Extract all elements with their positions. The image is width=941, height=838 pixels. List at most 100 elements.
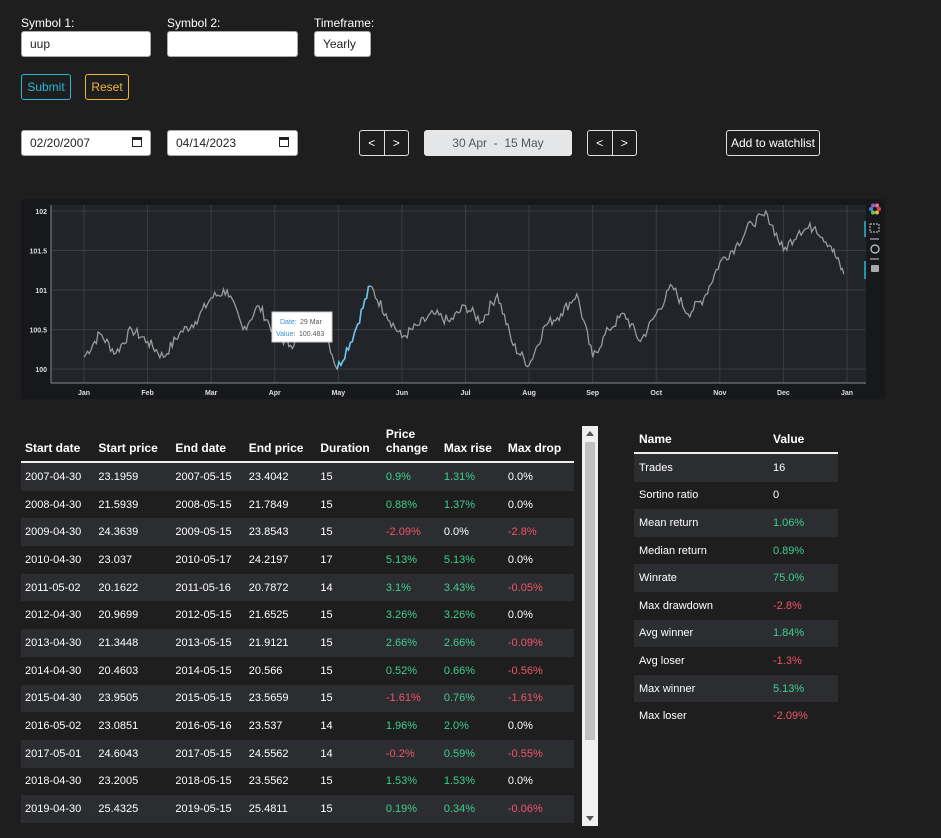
start-date-input[interactable]: 02/20/2007 <box>21 130 151 156</box>
table-cell: 21.7849 <box>244 490 317 519</box>
stat-name: Winrate <box>634 564 768 592</box>
table-cell: 21.9121 <box>244 629 317 657</box>
range-display: 30 Apr - 15 May <box>424 130 572 156</box>
table-row: 2010-04-30 23.037 2010-05-17 24.2197 17 5.13%… <box>21 546 574 574</box>
range-start-next-button[interactable]: > <box>383 131 409 155</box>
table-cell: 2018-05-15 <box>171 767 245 796</box>
price-chart[interactable]: 100 100.5 101 101.5 102 Jan Feb Mar Apr May Jun Jul… <box>21 199 885 399</box>
bokeh-logo-icon <box>875 210 879 215</box>
table-cell: 2.0% <box>439 712 504 740</box>
trades-header-cell[interactable]: Duration <box>316 426 382 463</box>
table-row: 2015-04-30 23.9505 2015-05-15 23.5659 15 -1.6… <box>21 684 574 713</box>
timeframe-select[interactable]: Yearly <box>314 31 371 57</box>
x-tick-label: Aug <box>522 390 536 397</box>
table-cell: 2016-05-02 <box>21 712 95 740</box>
x-tick-label: Apr <box>269 390 281 397</box>
stats-row: Sortino ratio 0 <box>634 481 838 510</box>
stat-value: 5.13% <box>768 674 838 703</box>
highlighted-line <box>336 285 371 370</box>
symbol1-input[interactable]: uup <box>21 31 151 57</box>
scroll-up-icon[interactable] <box>586 431 594 436</box>
scroll-thumb[interactable] <box>585 442 595 740</box>
table-cell: -0.09% <box>503 629 574 657</box>
reset-button[interactable]: Reset <box>85 74 129 100</box>
table-row: 2013-04-30 21.3448 2013-05-15 21.9121 15 2.66… <box>21 629 574 657</box>
trades-header-cell[interactable]: Max rise <box>439 426 504 463</box>
y-tick-label: 101.5 <box>29 249 47 256</box>
stats-row: Avg winner 1.84% <box>634 619 838 648</box>
table-cell: 25.4811 <box>244 795 317 823</box>
table-cell: 24.3639 <box>94 518 172 547</box>
symbol2-input[interactable] <box>167 31 298 57</box>
table-cell: 2013-04-30 <box>21 629 95 657</box>
trades-scrollbar[interactable] <box>582 426 598 826</box>
x-tick-label: Mar <box>205 390 218 397</box>
table-cell: -0.55% <box>503 739 574 768</box>
stats-row: Max winner 5.13% <box>634 674 838 703</box>
table-cell: 2008-04-30 <box>21 490 95 519</box>
stat-value: 0 <box>768 481 838 510</box>
trades-table-wrap[interactable]: Start date Start price End date End price Du… <box>21 426 574 829</box>
stats-row: Median return 0.89% <box>634 536 838 565</box>
trades-header-cell[interactable]: End price <box>244 426 317 463</box>
table-cell: 5.13% <box>381 546 440 574</box>
tooltip-date-label: Date: <box>280 319 297 326</box>
stat-name: Avg winner <box>634 619 768 648</box>
timeframe-label: Timeframe: <box>314 16 375 30</box>
bokeh-logo-icon <box>871 203 875 208</box>
range-start-stepper: < > <box>359 130 409 156</box>
add-to-watchlist-button[interactable]: Add to watchlist <box>726 130 820 156</box>
trades-header-cell[interactable]: Price change <box>381 426 440 463</box>
x-tick-label: Dec <box>777 390 790 397</box>
y-tick-label: 100 <box>35 367 47 374</box>
bokeh-logo-icon <box>869 207 873 211</box>
table-cell: 23.537 <box>244 712 317 740</box>
range-end-next-button[interactable]: > <box>611 131 637 155</box>
trades-header-cell[interactable]: Start date <box>21 426 95 463</box>
stats-table: Name Value Trades 16 Sortino ratio 0 Mean ret… <box>634 426 838 730</box>
table-cell: 24.2197 <box>244 546 317 574</box>
range-start-prev-button[interactable]: < <box>368 136 376 150</box>
table-row: 2018-04-30 23.2005 2018-05-15 23.5562 15 1.53… <box>21 767 574 796</box>
table-cell: 23.037 <box>94 546 172 574</box>
table-cell: 0.52% <box>381 656 440 685</box>
x-tick-label: Jul <box>460 390 470 397</box>
x-tick-label: Nov <box>713 390 726 397</box>
y-tick-label: 100.5 <box>29 328 47 335</box>
end-date-input[interactable]: 04/14/2023 <box>167 130 298 156</box>
calendar-icon[interactable] <box>132 137 142 147</box>
stats-row: Avg loser -1.3% <box>634 647 838 675</box>
trades-header-cell[interactable]: Max drop <box>503 426 574 463</box>
table-cell: 21.6525 <box>244 601 317 630</box>
x-tick-label: May <box>332 390 346 397</box>
stats-table-wrap: Name Value Trades 16 Sortino ratio 0 Mean ret… <box>634 426 838 730</box>
table-cell: 23.5659 <box>244 684 317 713</box>
table-cell: 2013-05-15 <box>171 629 245 657</box>
table-cell: 2011-05-02 <box>21 573 95 602</box>
table-cell: 0.19% <box>381 795 440 823</box>
trades-header-cell[interactable]: Start price <box>94 426 172 463</box>
scroll-down-icon[interactable] <box>586 816 594 821</box>
price-chart-svg: 100 100.5 101 101.5 102 Jan Feb Mar Apr May Jun Jul… <box>29 203 881 397</box>
range-end-prev-button[interactable]: < <box>596 136 604 150</box>
table-cell: 1.53% <box>381 767 440 796</box>
table-cell: 23.1959 <box>94 462 172 491</box>
x-tick-label: Feb <box>141 390 153 397</box>
table-cell: -1.61% <box>503 684 574 713</box>
tooltip-date-value: 29 Mar <box>300 319 322 326</box>
table-cell: 0.76% <box>439 684 504 713</box>
x-tick-label: Sep <box>586 390 599 397</box>
table-cell: 20.566 <box>244 656 317 685</box>
x-tick-label: Oct <box>650 390 662 397</box>
table-cell: 0.0% <box>503 546 574 574</box>
calendar-icon[interactable] <box>279 137 289 147</box>
stat-name: Median return <box>634 536 768 565</box>
submit-button[interactable]: Submit <box>21 74 71 100</box>
stats-header-cell: Value <box>768 426 838 454</box>
table-row: 2007-04-30 23.1959 2007-05-15 23.4042 15 0.9%… <box>21 462 574 491</box>
table-cell: 0.0% <box>503 462 574 491</box>
trades-header-cell[interactable]: End date <box>171 426 245 463</box>
table-cell: 0.0% <box>439 518 504 547</box>
table-cell: 15 <box>316 684 382 713</box>
table-cell: 15 <box>316 462 382 491</box>
